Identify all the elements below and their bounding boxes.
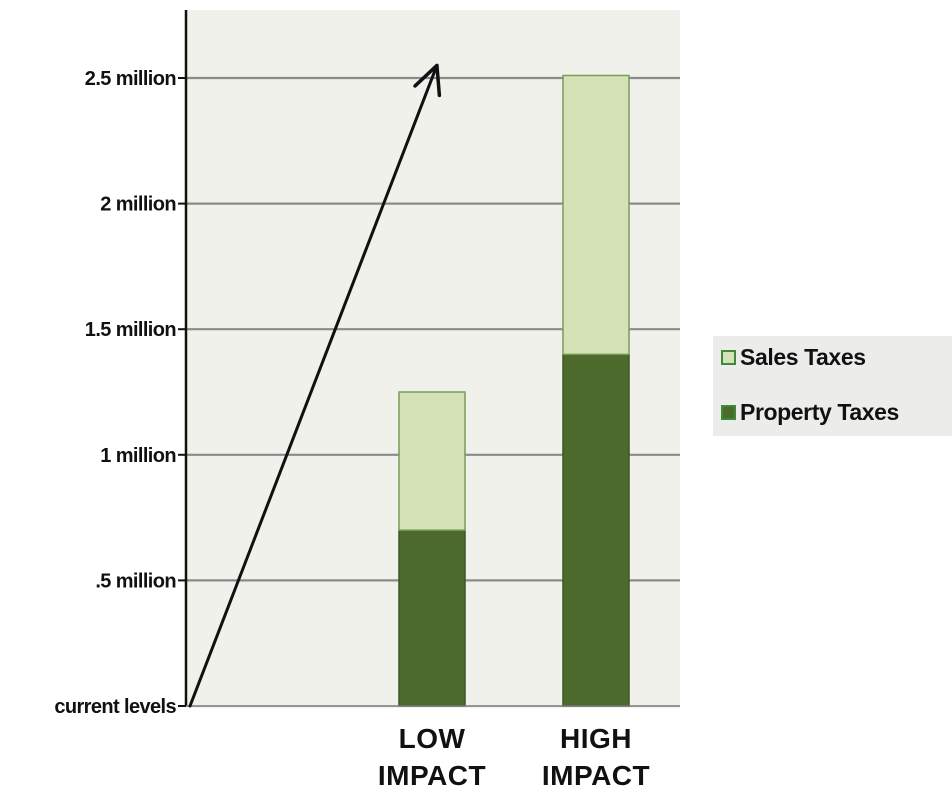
x-category-labels: LOW IMPACT HIGH IMPACT [378, 723, 650, 791]
trend-arrow [188, 63, 442, 708]
legend-swatch-sales-taxes [721, 350, 736, 365]
y-tick-label: 1 million [100, 445, 176, 467]
bar-segment-sales-taxes [398, 391, 466, 531]
y-tick-labels: current levels .5 million 1 million 1.5 mil… [54, 68, 186, 718]
legend-label-property-taxes: Property Taxes [740, 399, 899, 425]
y-tick-label: current levels [54, 696, 176, 718]
legend: Sales Taxes Property Taxes [713, 336, 952, 436]
x-category-label: LOW [399, 723, 466, 754]
legend-item-sales-taxes: Sales Taxes [721, 344, 866, 371]
legend-swatch-property-taxes [721, 405, 736, 420]
y-tick-label: .5 million [95, 570, 176, 592]
y-tick-label: 1.5 million [85, 319, 176, 341]
bar-segment-property-taxes [398, 529, 466, 707]
arrow-head [413, 63, 442, 98]
bars-group [398, 74, 630, 707]
legend-item-property-taxes: Property Taxes [721, 399, 899, 426]
y-tick-label: 2 million [100, 194, 176, 216]
x-category-label: HIGH [560, 723, 632, 754]
legend-label-sales-taxes: Sales Taxes [740, 344, 866, 370]
x-category-label: IMPACT [378, 760, 486, 791]
bar-segment-sales-taxes [562, 74, 630, 356]
y-tick-label: 2.5 million [85, 68, 176, 90]
x-category-label: IMPACT [542, 760, 650, 791]
arrow-shaft [188, 63, 439, 708]
bar-segment-property-taxes [562, 353, 630, 707]
axes-group [184, 10, 680, 707]
